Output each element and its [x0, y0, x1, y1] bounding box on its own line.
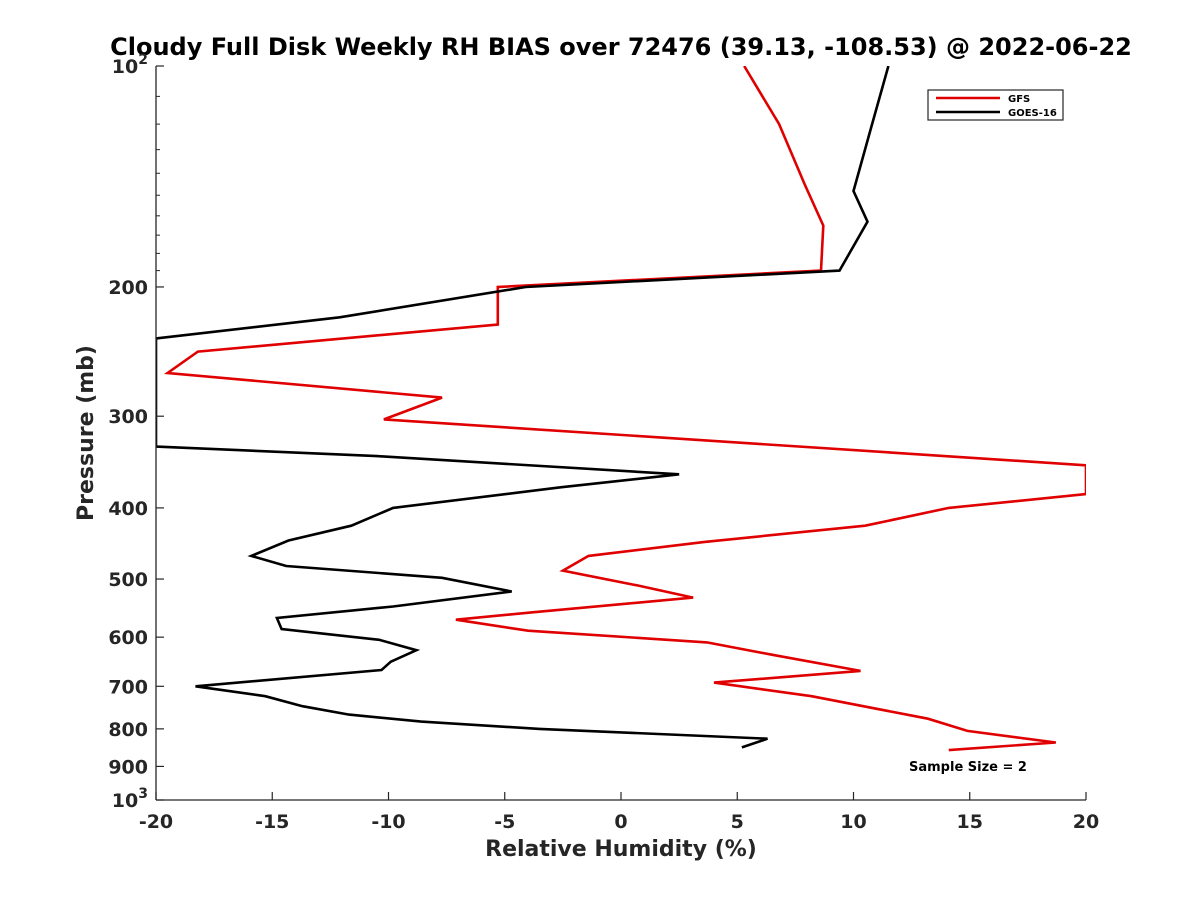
axes: -20 -15 -10 -5 0 5 10 15 20 102 200 300 400 500 600 700… [108, 52, 1099, 833]
sample-size-annotation: Sample Size = 2 [909, 760, 1027, 775]
x-tick-label: -10 [371, 811, 405, 833]
x-tick-label: -5 [494, 811, 515, 833]
y-tick-label: 800 [108, 719, 148, 741]
y-tick-label: 102 [112, 52, 148, 78]
y-axis-label: Pressure (mb) [74, 345, 99, 521]
x-tick-label: -15 [255, 811, 289, 833]
series-line-goes-16 [156, 66, 890, 749]
y-tick-label: 400 [108, 498, 148, 520]
plot-box [156, 66, 1086, 800]
x-tick-label: 5 [731, 811, 744, 833]
y-tick-label: 103 [112, 786, 148, 812]
legend-label: GFS [1008, 94, 1030, 105]
legend: GFS GOES-16 [927, 89, 1064, 121]
y-tick-label: 200 [108, 277, 148, 299]
x-tick-label: 15 [957, 811, 983, 833]
x-tick-label: 10 [840, 811, 866, 833]
y-tick-label: 900 [108, 756, 148, 778]
x-tick-label: 0 [614, 811, 627, 833]
chart-title: Cloudy Full Disk Weekly RH BIAS over 724… [110, 33, 1132, 61]
x-tick-label: -20 [139, 811, 173, 833]
y-tick-label: 300 [108, 406, 148, 428]
x-axis-label: Relative Humidity (%) [485, 837, 757, 862]
x-tick-label: 20 [1073, 811, 1099, 833]
y-tick-label: 600 [108, 627, 148, 649]
y-tick-label: 500 [108, 569, 148, 591]
legend-box [927, 89, 1064, 121]
series-line-gfs [163, 66, 1086, 752]
plot-area [156, 66, 1086, 752]
legend-label: GOES-16 [1008, 108, 1057, 119]
y-tick-label: 700 [108, 676, 148, 698]
